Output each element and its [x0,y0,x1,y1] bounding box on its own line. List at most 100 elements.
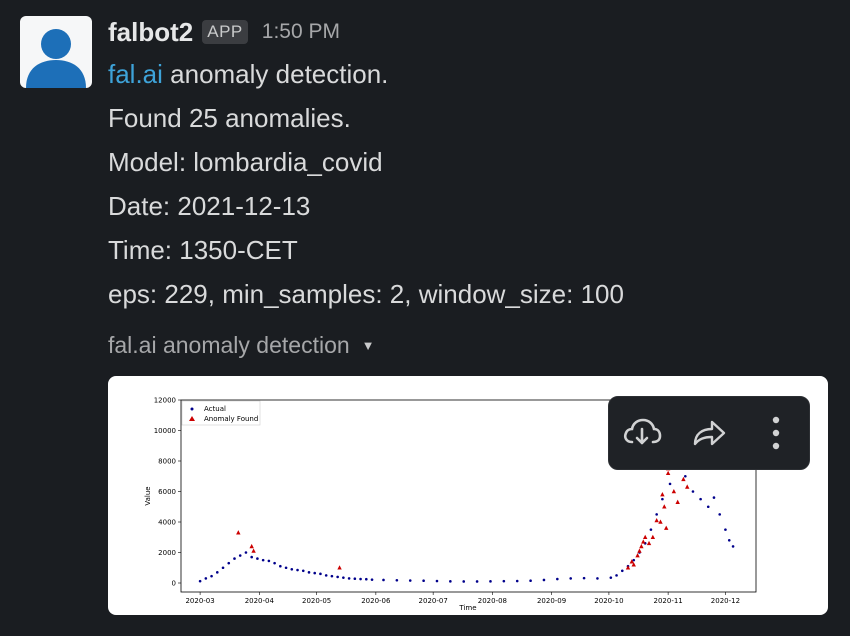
y-tick-label: 12000 [154,397,176,405]
actual-point [569,577,573,580]
x-tick-label: 2020-09 [537,597,566,605]
actual-point [364,577,368,581]
actual-point [475,580,479,583]
message-line-1: fal.ai anomaly detection. [108,52,838,96]
actual-point [718,513,722,516]
actual-point [233,557,236,560]
actual-point [649,528,653,531]
more-actions-button[interactable] [753,410,799,456]
message-line-4: Date: 2021-12-13 [108,191,311,221]
actual-point [699,497,702,501]
message-line-6: eps: 229, min_samples: 2, window_size: 1… [108,279,624,309]
actual-point [301,569,305,573]
actual-point [684,474,687,478]
actual-point [609,576,613,579]
y-tick-label: 0 [172,580,176,588]
x-axis-label: Time [458,604,476,612]
x-tick-label: 2020-12 [711,597,740,605]
actual-point [691,490,695,493]
y-tick-label: 4000 [158,519,176,527]
actual-point [395,578,399,582]
sender-name[interactable]: falbot2 [108,16,194,47]
actual-point [731,545,735,548]
anomaly-point [631,562,636,567]
x-tick-label: 2020-04 [245,597,275,605]
actual-point [284,566,288,570]
x-tick-label: 2020-07 [419,597,448,605]
message-line-2: Found 25 anomalies. [108,103,351,133]
falai-link[interactable]: fal.ai [108,59,163,89]
legend: Actual Anomaly Found [181,400,261,426]
y-tick-label: 2000 [158,549,176,557]
anomaly-point [641,539,646,544]
actual-point [267,559,271,563]
actual-point [319,572,322,576]
anomaly-point [337,565,342,570]
x-tick-label: 2020-05 [302,597,331,605]
y-tick-label: 10000 [154,427,176,435]
anomaly-point [664,525,669,530]
anomaly-point [660,492,665,497]
legend-actual-label: Actual [204,405,226,413]
anomaly-point [650,534,656,540]
y-tick-label: 8000 [158,458,176,466]
actual-point [489,580,492,583]
user-silhouette-icon [26,29,86,88]
anomaly-point [251,548,256,553]
image-toolbar [608,396,810,470]
anomaly-point [643,534,648,540]
actual-point [198,579,202,583]
anomaly-point [681,476,686,482]
actual-point [279,564,282,568]
actual-point [615,574,618,577]
actual-point [668,482,672,486]
actual-point [655,513,658,516]
message-line-5: Time: 1350-CET [108,235,298,265]
anomaly-point [662,504,667,509]
message-timestamp[interactable]: 1:50 PM [261,20,340,43]
actual-point [342,576,345,579]
actual-point [227,561,231,565]
actual-point [353,577,357,581]
actual-point [724,528,727,531]
actual-point [324,574,328,577]
actual-point [529,579,532,583]
anomaly-point [658,519,663,524]
actual-point [210,574,213,578]
attachment-title[interactable]: fal.ai anomaly detection ▼ [108,332,375,359]
anomaly-point [639,543,644,549]
actual-point [408,579,412,582]
anomaly-point [236,530,241,535]
vertical-ellipsis-icon [772,416,779,450]
actual-point [244,551,248,554]
attachment-title-text: fal.ai anomaly detection [108,332,350,358]
anomaly-point [637,548,642,553]
actual-point [706,505,710,509]
actual-point [347,577,351,580]
anomaly-point [654,517,659,523]
actual-point [204,577,208,580]
anomaly-point [635,553,640,558]
download-button[interactable] [619,410,665,456]
actual-point [620,569,624,573]
y-tick-label: 6000 [158,488,176,496]
actual-point [307,571,311,574]
collapse-caret-icon[interactable]: ▼ [361,338,375,353]
actual-point [221,566,225,570]
actual-point [515,579,519,583]
actual-point [382,578,385,582]
anomaly-point [249,543,254,549]
actual-point [370,578,374,581]
actual-point [250,555,253,559]
actual-point [712,496,716,499]
message: falbot2 APP 1:50 PM fal.ai anomaly detec… [108,12,838,316]
message-header: falbot2 APP 1:50 PM [108,12,838,52]
share-button[interactable] [686,410,732,456]
actual-point [596,577,599,580]
actual-point [330,574,334,578]
anomaly-point [646,540,652,546]
avatar[interactable] [20,16,92,88]
actual-point [336,575,339,579]
actual-point [542,578,546,582]
cloud-download-icon [624,418,662,445]
